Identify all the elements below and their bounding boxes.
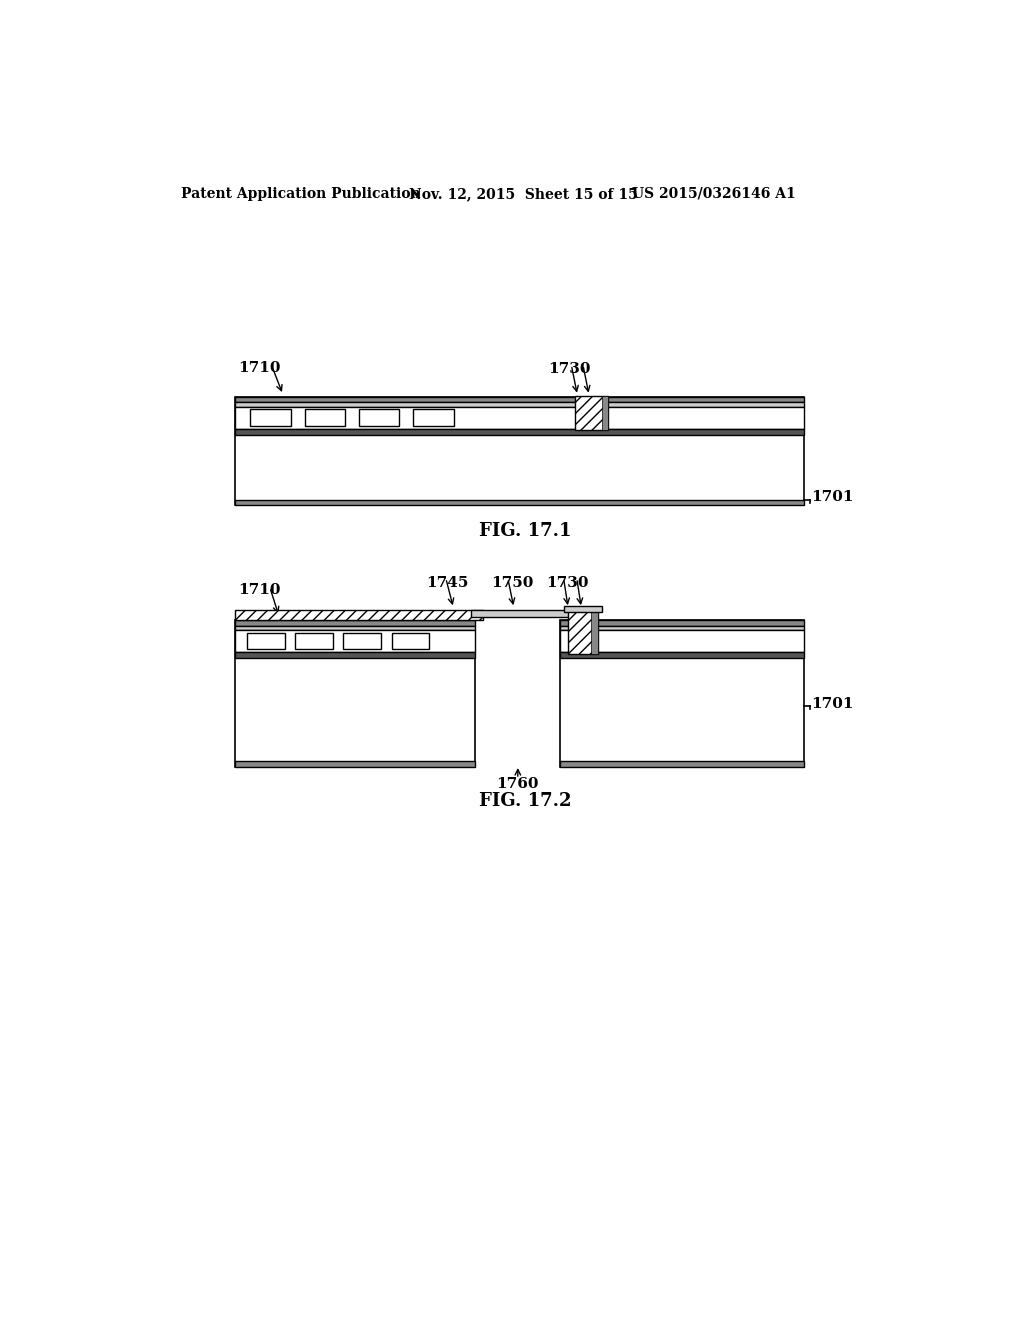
Bar [234, 499, 804, 506]
Bar [560, 620, 804, 626]
Text: 1750: 1750 [490, 576, 534, 590]
Bar [560, 626, 804, 631]
Bar [234, 397, 804, 403]
Text: 1730: 1730 [549, 363, 591, 376]
Text: 1701: 1701 [812, 490, 854, 504]
Text: 1730: 1730 [547, 576, 589, 590]
Bar [234, 620, 475, 767]
Bar [234, 610, 483, 620]
Bar [248, 634, 285, 649]
Text: 1710: 1710 [238, 583, 281, 598]
Bar [568, 610, 598, 653]
Text: 1710: 1710 [238, 360, 281, 375]
Bar [391, 634, 429, 649]
Bar [234, 407, 804, 429]
Text: Nov. 12, 2015  Sheet 15 of 15: Nov. 12, 2015 Sheet 15 of 15 [409, 187, 637, 201]
Text: 1745: 1745 [426, 576, 469, 590]
Bar [564, 606, 601, 612]
Bar [251, 409, 291, 426]
Bar [575, 396, 607, 430]
Bar [592, 610, 598, 653]
Text: 1701: 1701 [812, 697, 854, 710]
Bar [234, 429, 804, 434]
Bar [295, 634, 333, 649]
Text: 1760: 1760 [497, 777, 539, 792]
Bar [234, 652, 475, 659]
Bar [471, 610, 595, 618]
Bar [305, 409, 345, 426]
Bar [359, 409, 399, 426]
Text: FIG. 17.1: FIG. 17.1 [478, 521, 571, 540]
Bar [234, 397, 804, 506]
Bar [234, 762, 475, 767]
Text: FIG. 17.2: FIG. 17.2 [478, 792, 571, 810]
Bar [234, 626, 475, 631]
Bar [343, 634, 381, 649]
Bar [234, 620, 475, 626]
Bar [560, 652, 804, 659]
Bar [560, 762, 804, 767]
Bar [234, 403, 804, 407]
Bar [414, 409, 454, 426]
Bar [601, 396, 607, 430]
Text: Patent Application Publication: Patent Application Publication [180, 187, 420, 201]
Text: US 2015/0326146 A1: US 2015/0326146 A1 [632, 187, 796, 201]
Bar [234, 631, 475, 652]
Bar [560, 631, 804, 652]
Bar [560, 620, 804, 767]
